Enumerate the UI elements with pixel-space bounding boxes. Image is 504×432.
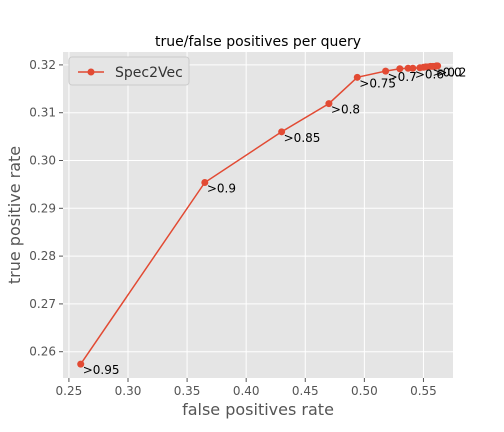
- legend: Spec2Vec: [68, 56, 190, 86]
- legend-box: [68, 56, 190, 86]
- x-tick-label: 0.45: [292, 384, 319, 398]
- y-tick-label: 0.27: [29, 297, 56, 311]
- x-axis-label: false positives rate: [182, 400, 334, 419]
- data-labels: >0.95 >0.9 >0.85 >0.8 >0.75>0.7>0.6>0.0>0.2: [83, 65, 467, 377]
- x-tick-label: 0.30: [115, 384, 142, 398]
- y-tick-label: 0.30: [29, 154, 56, 168]
- data-point: [278, 128, 286, 136]
- x-tick-label: 0.50: [351, 384, 378, 398]
- y-axis-label: true positive rate: [5, 146, 24, 284]
- data-point: [201, 178, 209, 186]
- data-point: [409, 64, 417, 72]
- legend-label: Spec2Vec: [115, 65, 183, 81]
- x-tick-label: 0.55: [410, 384, 437, 398]
- legend-marker: [87, 68, 95, 76]
- y-tick-label: 0.31: [29, 106, 56, 120]
- data-point: [77, 360, 85, 368]
- y-axis-ticks: 0.26 0.27 0.28 0.29 0.30 0.31 0.32: [29, 58, 63, 359]
- data-label: >0.0: [433, 65, 462, 79]
- data-label: >0.95: [83, 363, 120, 377]
- x-tick-label: 0.35: [174, 384, 201, 398]
- y-tick-label: 0.32: [29, 58, 56, 72]
- data-label: >0.7: [388, 70, 417, 84]
- data-point: [353, 73, 361, 81]
- plot-area: [63, 52, 453, 378]
- data-label: >0.85: [284, 131, 321, 145]
- data-label: >0.2: [437, 65, 466, 79]
- data-point: [396, 65, 404, 73]
- data-point: [325, 100, 333, 108]
- y-tick-label: 0.26: [29, 345, 56, 359]
- x-axis-ticks: 0.25 0.30 0.35 0.40 0.45 0.50 0.55: [56, 378, 437, 398]
- data-point: [382, 67, 390, 75]
- y-tick-label: 0.29: [29, 201, 56, 215]
- x-tick-label: 0.25: [56, 384, 83, 398]
- data-point: [434, 62, 442, 70]
- data-label: >0.75: [359, 76, 396, 90]
- grid: [63, 52, 453, 378]
- data-label: >0.6: [415, 67, 444, 81]
- data-label: >0.9: [207, 181, 236, 195]
- chart-title: true/false positives per query: [155, 34, 361, 50]
- x-tick-label: 0.40: [233, 384, 260, 398]
- y-tick-label: 0.28: [29, 249, 56, 263]
- data-label: >0.8: [331, 103, 360, 117]
- series-group: [77, 62, 442, 368]
